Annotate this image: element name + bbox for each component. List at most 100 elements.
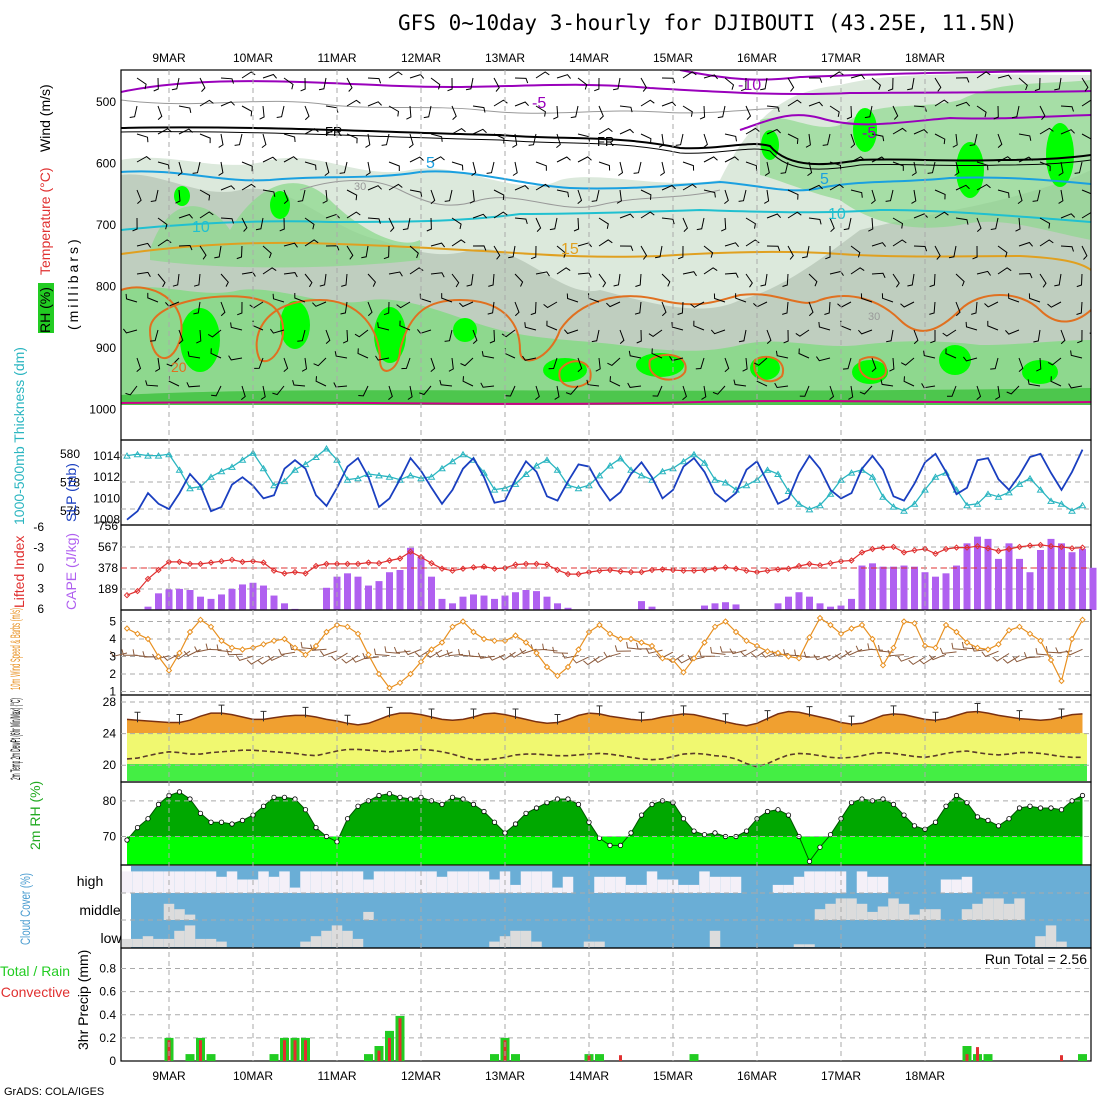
thickness-point xyxy=(616,454,625,462)
wind-barb xyxy=(742,357,748,372)
contour-label: -5 xyxy=(862,125,876,142)
cape-bar xyxy=(407,547,414,610)
cape-bar xyxy=(732,604,740,610)
rh-point xyxy=(491,819,498,825)
wind-barb xyxy=(480,382,495,388)
thickness-point xyxy=(700,459,709,466)
temp-errorbar xyxy=(848,715,855,727)
temp-tick: 28 xyxy=(103,695,117,709)
temp-tick: 20 xyxy=(103,758,117,772)
temp-errorbar xyxy=(134,711,141,723)
wind-barb xyxy=(365,133,371,148)
thickness-point xyxy=(417,474,425,482)
wind-barb xyxy=(1060,129,1075,135)
rh-point xyxy=(376,792,382,799)
contour-purple-3 xyxy=(739,114,1091,131)
wind-barb xyxy=(993,105,999,120)
wind-barb xyxy=(990,217,999,230)
wind-axis-label: 10m Wind Speed & Barbs (m/s) xyxy=(7,608,23,690)
wind-barb xyxy=(493,245,501,260)
wind-barb xyxy=(573,217,580,232)
contour-label: -5 xyxy=(532,95,546,112)
wind-barb xyxy=(570,105,579,119)
wind-barb xyxy=(426,217,432,232)
wind-barb xyxy=(294,293,306,303)
wind-barb xyxy=(807,161,813,177)
wind-barb xyxy=(472,128,487,135)
li-point xyxy=(533,560,540,568)
cape-bar xyxy=(953,565,960,610)
cloud-bar-high xyxy=(520,871,532,893)
wind-barb xyxy=(619,213,634,219)
wind-barb xyxy=(766,213,782,219)
wind-barb xyxy=(129,105,138,118)
wind-barb xyxy=(493,189,505,201)
cloud-bar-low xyxy=(594,941,605,947)
wind-barb xyxy=(1081,99,1091,107)
cloud-bar-middle xyxy=(184,914,196,920)
wind-barb xyxy=(724,357,730,373)
cape-bar xyxy=(785,596,792,610)
wind-barb xyxy=(493,133,505,144)
wind-speed-point xyxy=(512,632,519,639)
cloud-bar-high xyxy=(195,871,206,893)
wind-barb xyxy=(1039,127,1054,135)
thickness-point xyxy=(774,470,782,477)
thickness-point xyxy=(175,466,184,473)
li-point xyxy=(827,559,834,567)
wind-barb xyxy=(1039,161,1051,172)
temp-errorbar xyxy=(722,713,729,724)
cape-bar xyxy=(879,566,887,610)
wind-barb xyxy=(598,217,609,229)
wind-barb xyxy=(921,383,936,389)
li-point xyxy=(302,570,309,577)
li-point xyxy=(1016,543,1023,551)
wind-tick: 4 xyxy=(109,632,116,646)
wind-speed-point xyxy=(260,641,267,648)
wind-speed-point xyxy=(218,637,225,645)
thickness-point xyxy=(574,484,583,492)
wind-barb xyxy=(199,133,211,144)
wind-speed-point xyxy=(396,679,404,687)
li-point xyxy=(407,548,414,555)
cloud-bar-middle xyxy=(972,903,983,920)
chart-title: GFS 0~10day 3-hourly for DJIBOUTI (43.25… xyxy=(398,11,1018,35)
cape-bar xyxy=(239,584,246,610)
wind-barb xyxy=(514,301,520,317)
wind-speed-point xyxy=(785,653,792,660)
wind-barb xyxy=(868,217,874,232)
wind-barb xyxy=(997,245,1008,258)
wind-barb xyxy=(150,329,159,342)
wind-barb-10m xyxy=(319,650,338,657)
wind-barb xyxy=(690,301,705,308)
wind-barb xyxy=(850,156,865,163)
cloud-bar-middle xyxy=(919,909,931,920)
wind-barb xyxy=(367,273,376,287)
wind-barb xyxy=(556,245,567,258)
cloud-bar-low xyxy=(1045,925,1057,947)
temp-errorbar xyxy=(470,708,477,719)
cape-bar xyxy=(228,588,236,610)
cape-bar xyxy=(1068,552,1076,610)
wind-barb xyxy=(186,382,201,388)
wind-barb xyxy=(556,267,571,275)
wind-speed-point xyxy=(123,625,131,632)
wind-barb xyxy=(995,385,1001,400)
rh-point xyxy=(817,844,823,850)
wind-barb xyxy=(955,273,965,287)
cape-bar xyxy=(890,566,897,610)
rh-point xyxy=(134,824,141,831)
wind-barb-10m xyxy=(226,648,243,656)
wind-barb xyxy=(171,77,180,91)
wind-speed-point xyxy=(354,630,362,638)
cloud-bar-low xyxy=(499,936,511,947)
contour-label: 30 xyxy=(868,311,880,323)
wind-barb-10m xyxy=(572,656,590,664)
wind-barb xyxy=(276,105,285,118)
wind-speed-point xyxy=(1037,637,1044,645)
cloud-bar-high xyxy=(310,871,322,893)
wind-barb xyxy=(178,128,193,135)
wind-barb xyxy=(409,189,423,198)
wind-barb-10m xyxy=(373,648,390,657)
wind-barb xyxy=(147,292,159,303)
